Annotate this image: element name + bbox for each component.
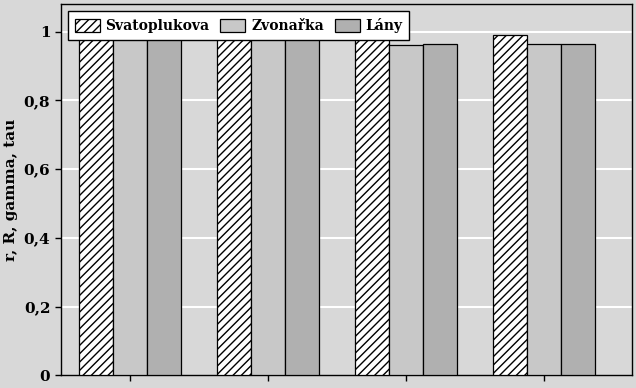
Y-axis label: r, R, gamma, tau: r, R, gamma, tau: [4, 119, 18, 261]
Bar: [493, 35, 527, 375]
Bar: [561, 44, 595, 375]
Bar: [217, 32, 251, 375]
Bar: [79, 32, 113, 375]
Bar: [527, 44, 561, 375]
Bar: [355, 37, 389, 375]
Bar: [113, 32, 147, 375]
Legend: Svatoplukova, Zvonařka, Lány: Svatoplukova, Zvonařka, Lány: [67, 11, 410, 40]
Bar: [285, 32, 319, 375]
Bar: [147, 32, 181, 375]
Bar: [251, 32, 285, 375]
Bar: [389, 45, 423, 375]
Bar: [423, 44, 457, 375]
